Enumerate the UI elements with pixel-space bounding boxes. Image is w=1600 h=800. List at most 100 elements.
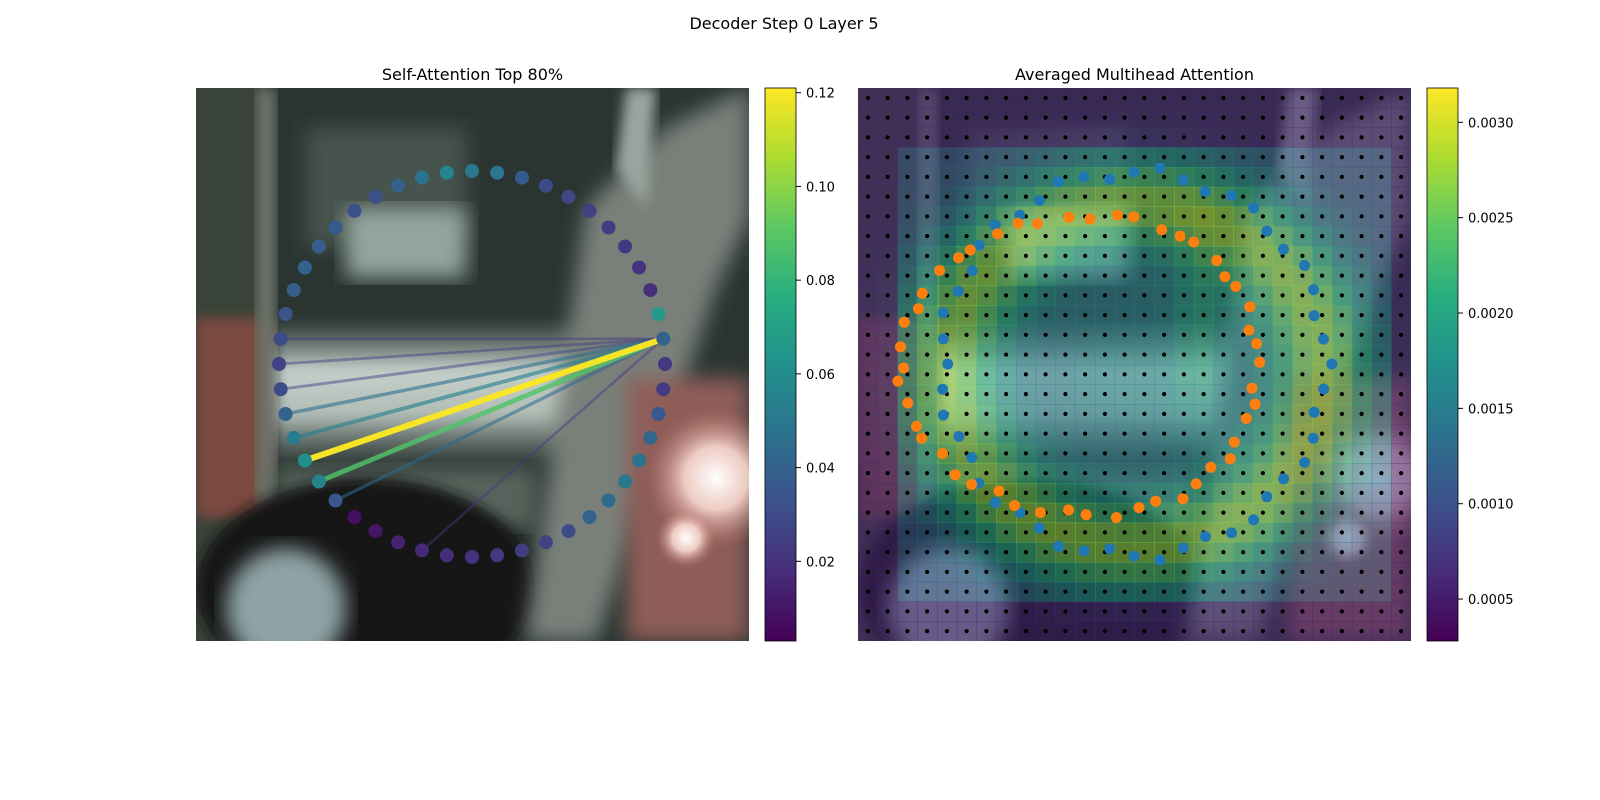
grid-point xyxy=(1300,510,1305,515)
grid-point xyxy=(1004,155,1009,160)
blue-point xyxy=(1308,284,1319,296)
orange-point xyxy=(1111,209,1123,221)
grid-point xyxy=(1063,253,1068,258)
grid-point xyxy=(865,609,871,614)
contour-point xyxy=(582,203,597,218)
grid-point xyxy=(1102,95,1107,100)
grid-point xyxy=(1280,510,1285,515)
grid-point xyxy=(1122,550,1127,555)
grid-point xyxy=(1221,609,1226,614)
grid-point xyxy=(1399,135,1404,140)
grid-point xyxy=(1339,471,1344,476)
contour-point xyxy=(415,170,429,185)
orange-point xyxy=(934,265,945,276)
grid-point xyxy=(1379,490,1384,495)
grid-point xyxy=(1201,95,1206,100)
grid-point xyxy=(1260,194,1265,199)
orange-point xyxy=(1211,255,1223,266)
grid-point xyxy=(1260,155,1265,160)
grid-point xyxy=(984,174,989,179)
blue-point xyxy=(1299,457,1311,468)
grid-point xyxy=(1063,550,1068,555)
grid-point xyxy=(1339,313,1344,318)
grid-point xyxy=(1142,95,1147,100)
blue-point xyxy=(1014,209,1026,221)
grid-point xyxy=(1023,332,1028,337)
grid-point xyxy=(1004,530,1009,535)
grid-point xyxy=(1162,293,1167,298)
grid-point xyxy=(1399,332,1404,337)
grid-point xyxy=(1241,332,1246,337)
orange-point xyxy=(916,432,928,444)
orange-point xyxy=(1244,301,1256,313)
orange-point xyxy=(1177,493,1189,505)
grid-point xyxy=(944,273,950,278)
grid-point xyxy=(1379,629,1384,634)
blue-point xyxy=(1307,432,1319,444)
grid-point xyxy=(1241,510,1246,515)
grid-point xyxy=(1280,589,1285,594)
grid-point xyxy=(905,155,910,160)
grid-point xyxy=(1379,95,1384,100)
grid-point xyxy=(865,589,871,594)
figure-suptitle: Decoder Step 0 Layer 5 xyxy=(689,14,878,33)
grid-point xyxy=(1359,214,1364,219)
grid-point xyxy=(964,392,969,397)
orange-point xyxy=(1080,509,1092,521)
grid-point xyxy=(1320,293,1325,298)
grid-point xyxy=(925,510,930,515)
grid-point xyxy=(1083,194,1088,199)
grid-point xyxy=(1162,569,1167,575)
blue-point xyxy=(1261,225,1273,237)
grid-point xyxy=(1221,510,1226,515)
grid-point xyxy=(1260,431,1265,436)
grid-point xyxy=(1142,629,1147,634)
grid-point xyxy=(1043,530,1048,535)
grid-point xyxy=(1083,135,1088,140)
grid-point xyxy=(885,431,890,436)
grid-point xyxy=(1260,629,1265,634)
grid-point xyxy=(1122,313,1127,318)
grid-point xyxy=(1359,332,1364,337)
colorbar-tick-label: 0.0005 xyxy=(1468,593,1514,608)
contour-point xyxy=(658,357,672,371)
grid-point xyxy=(885,293,890,298)
grid-point xyxy=(865,471,871,476)
grid-point xyxy=(1339,550,1344,555)
grid-point xyxy=(905,194,910,199)
grid-point xyxy=(1162,550,1167,555)
orange-point xyxy=(993,485,1005,497)
grid-point xyxy=(1241,392,1246,397)
contour-point xyxy=(297,453,312,468)
grid-point xyxy=(1300,471,1305,476)
grid-point xyxy=(1122,234,1127,239)
grid-point xyxy=(1379,174,1384,179)
grid-point xyxy=(1181,115,1186,120)
grid-point xyxy=(1181,293,1186,298)
grid-point xyxy=(1241,629,1246,634)
grid-point xyxy=(1339,293,1344,298)
grid-point xyxy=(964,471,969,476)
grid-point xyxy=(964,253,969,258)
grid-point xyxy=(1043,609,1048,614)
grid-point xyxy=(865,313,871,318)
grid-point xyxy=(1300,253,1305,258)
grid-point xyxy=(905,392,910,397)
grid-point xyxy=(1201,352,1206,357)
grid-point xyxy=(1063,174,1068,179)
grid-point xyxy=(1102,629,1107,634)
grid-point xyxy=(984,451,989,456)
grid-point xyxy=(1300,372,1305,377)
grid-point xyxy=(1023,530,1028,535)
grid-point xyxy=(1280,234,1285,239)
grid-point xyxy=(1102,155,1107,160)
grid-point xyxy=(1359,372,1364,377)
grid-point xyxy=(1260,411,1265,416)
grid-point xyxy=(1162,392,1167,397)
grid-point xyxy=(1122,174,1127,179)
grid-point xyxy=(1221,431,1226,436)
grid-point xyxy=(1023,253,1028,258)
grid-point xyxy=(885,155,890,160)
grid-point xyxy=(1023,234,1028,239)
